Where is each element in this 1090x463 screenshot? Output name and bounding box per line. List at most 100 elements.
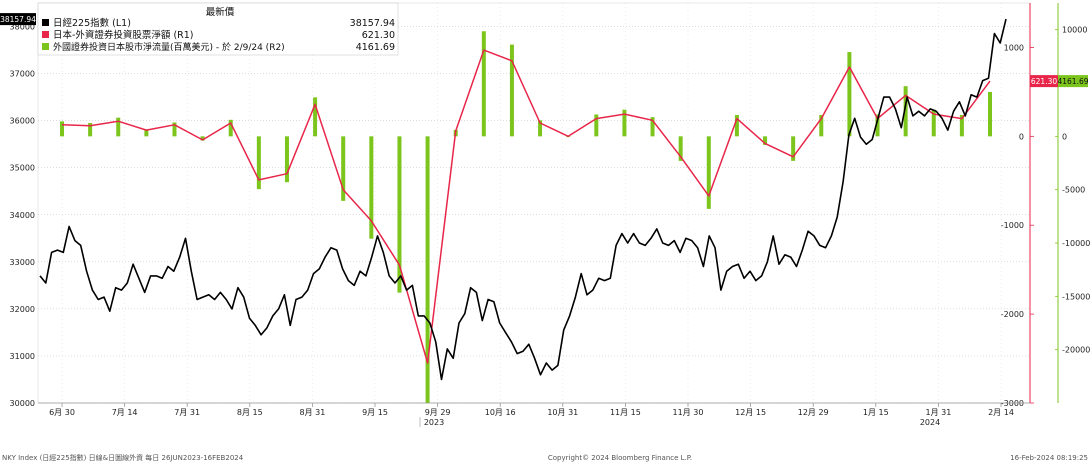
flow-bar <box>425 136 430 404</box>
left-tick-label: 33000 <box>10 258 35 267</box>
left-axis: 30000 31000 32000 33000 34000 35000 36000 37000… <box>10 23 35 408</box>
flow-bar <box>959 115 964 137</box>
year-label-2024: 2024 <box>920 418 940 427</box>
footer-timestamp: 16-Feb-2024 08:19:25 <box>1010 454 1088 462</box>
year-label-2023: 2023 <box>424 418 444 427</box>
right-axis-r1: 1000 0 -1000 -2000 -3000 <box>1001 3 1034 408</box>
x-tick-label: 10月 31 <box>547 408 578 417</box>
flow-bar <box>228 119 233 137</box>
right-r1-tick-label: -3000 <box>1001 399 1024 408</box>
footer: NKY Index (日經225指數) 日線&日圖線外資 每日 26JUN202… <box>2 453 1088 462</box>
x-tick-label: 2月 14 <box>988 408 1014 417</box>
right-r2-tick-label: -5000 <box>1062 186 1085 195</box>
flow-bar <box>875 114 880 137</box>
x-tick-label: 7月 14 <box>112 408 138 417</box>
legend-header: 最新價 <box>206 6 235 18</box>
flow-bar <box>706 136 711 209</box>
left-tick-label: 35000 <box>10 164 35 173</box>
flow-bar <box>397 136 402 293</box>
x-tick-label: 12月 15 <box>735 408 766 417</box>
x-tick-label: 12月 29 <box>798 408 829 417</box>
legend-value-nikkei: 38157.94 <box>350 18 395 29</box>
net-equity-line-series <box>61 49 991 364</box>
footer-copyright: Copyright© 2024 Bloomberg Finance L.P. <box>548 454 692 462</box>
grid-layer <box>38 3 1030 404</box>
nikkei-line-series <box>39 18 1007 381</box>
flow-bar <box>481 31 486 137</box>
legend-label-r1: 日本-外資證券投資股票淨額 (R1) <box>53 29 194 41</box>
x-tick-label: 1月 15 <box>863 408 889 417</box>
last-value-r1: 621.30 <box>1031 77 1057 86</box>
flow-bar <box>734 115 739 137</box>
flow-bar <box>116 117 121 137</box>
flow-bar <box>60 121 64 137</box>
left-tick-label: 31000 <box>10 352 35 361</box>
x-axis: 6月 30 7月 14 7月 31 8月 15 8月 31 9月 15 9月 29 10月 1… <box>38 402 1030 427</box>
flow-bar <box>88 123 93 137</box>
last-value-box-nikkei <box>0 13 36 26</box>
footer-left: NKY Index (日經225指數) 日線&日圖線外資 每日 26JUN202… <box>2 453 244 462</box>
x-tick-label: 9月 29 <box>425 408 451 417</box>
flow-bar <box>200 136 205 141</box>
legend-box <box>37 2 399 56</box>
flow-bar <box>650 117 655 137</box>
net-equity-line <box>61 49 991 364</box>
left-tick-label: 38000 <box>10 23 35 32</box>
flow-bar <box>763 136 768 145</box>
flow-bar <box>791 136 796 161</box>
right-r1-tick-label: 1000 <box>1004 43 1024 52</box>
legend-swatch-r2 <box>42 43 49 50</box>
flow-bar <box>903 86 908 137</box>
flow-bar <box>509 44 514 137</box>
x-tick-label: 11月 15 <box>610 408 641 417</box>
flow-bar <box>172 122 177 137</box>
left-tick-label: 30000 <box>10 399 35 408</box>
last-value-box-r1 <box>1030 75 1058 88</box>
left-tick-label: 37000 <box>10 70 35 79</box>
x-tick-label: 8月 31 <box>299 408 325 417</box>
flow-bar <box>341 136 346 201</box>
last-value-nikkei: 38157.94 <box>0 15 36 24</box>
legend-label-nikkei: 日經225指數 (L1) <box>53 17 131 29</box>
flow-bar <box>819 115 824 137</box>
flow-bar <box>256 136 261 190</box>
legend-value-r2: 4161.69 <box>356 42 395 53</box>
last-value-box-r2 <box>1058 75 1088 88</box>
x-tick-label: 6月 30 <box>49 408 75 417</box>
flow-bars-series <box>60 31 992 404</box>
right-r1-tick-label: 0 <box>1019 132 1024 141</box>
flow-bar <box>988 91 992 137</box>
legend-swatch-r1 <box>42 31 49 38</box>
last-value-r2: 4161.69 <box>1057 77 1088 86</box>
left-tick-label: 34000 <box>10 211 35 220</box>
x-tick-label: 9月 15 <box>362 408 388 417</box>
right-r2-tick-label: 0 <box>1062 132 1067 141</box>
flow-bar <box>622 109 627 137</box>
flow-bar <box>313 97 318 137</box>
right-r1-tick-label: -2000 <box>1001 310 1024 319</box>
legend: 最新價 日經225指數 (L1) 38157.94 日本-外資證券投資股票淨額 … <box>37 2 399 56</box>
flow-bar <box>284 136 289 183</box>
flow-bar <box>594 114 599 137</box>
plot-area <box>37 2 1031 404</box>
left-tick-label: 36000 <box>10 117 35 126</box>
x-tick-label: 11月 30 <box>673 408 704 417</box>
right-r2-tick-label: -15000 <box>1062 292 1090 301</box>
x-tick-label: 1月 31 <box>925 408 951 417</box>
legend-value-r1: 621.30 <box>362 30 395 41</box>
right-r2-tick-label: 10000 <box>1062 26 1087 35</box>
flow-bar <box>369 136 374 239</box>
left-tick-label: 32000 <box>10 305 35 314</box>
x-tick-label: 10月 16 <box>485 408 516 417</box>
flow-bar <box>931 109 936 137</box>
flow-bar <box>678 136 683 161</box>
flow-bar <box>144 129 149 137</box>
nikkei-line <box>39 18 1007 381</box>
legend-label-r2: 外國證券投資日本股市淨流量(百萬美元) - 於 2/9/24 (R2) <box>53 41 285 53</box>
x-tick-label: 8月 15 <box>237 408 263 417</box>
right-r2-tick-label: -20000 <box>1062 346 1090 355</box>
right-r1-tick-label: -1000 <box>1001 221 1024 230</box>
flow-bar <box>847 52 852 137</box>
